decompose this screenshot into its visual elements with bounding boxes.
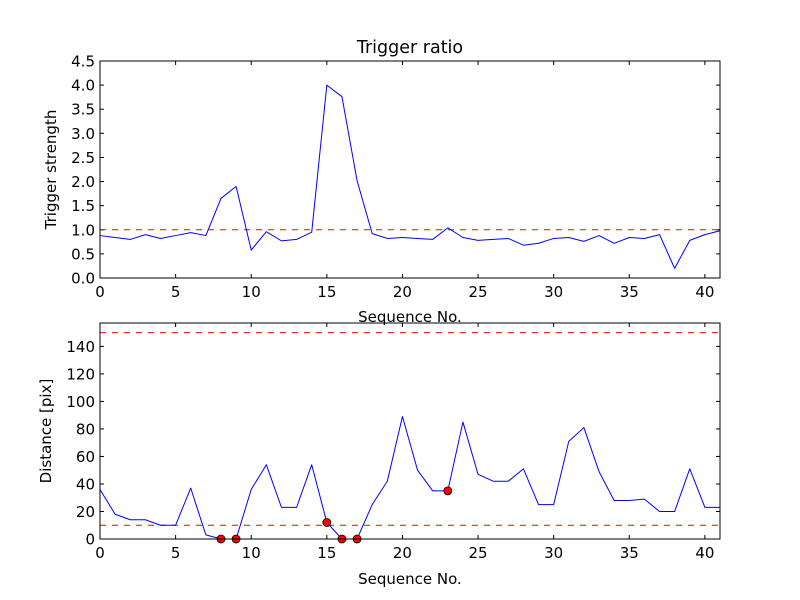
axes-frame <box>99 322 721 540</box>
y-tick-label: 60 <box>76 448 95 466</box>
y-tick-label: 1.5 <box>71 197 95 215</box>
chart-title: Trigger ratio <box>356 38 463 58</box>
x-tick-label: 0 <box>95 283 105 301</box>
x-axis-label: Sequence No. <box>358 570 462 588</box>
series-line <box>99 84 721 269</box>
y-tick-label: 100 <box>66 393 95 411</box>
y-tick-label: 80 <box>76 420 95 438</box>
x-tick-label: 20 <box>393 544 412 562</box>
x-tick-label: 35 <box>620 283 639 301</box>
y-tick-label: 4.5 <box>71 53 95 71</box>
y-tick-label: 20 <box>76 503 95 521</box>
x-tick-label: 40 <box>695 544 714 562</box>
x-tick-label: 10 <box>242 283 261 301</box>
x-tick-label: 40 <box>695 283 714 301</box>
y-tick-label: 120 <box>66 365 95 383</box>
x-tick-label: 0 <box>95 544 105 562</box>
y-tick-label: 3.5 <box>71 101 95 119</box>
y-tick-label: 40 <box>76 475 95 493</box>
y-tick-label: 2.5 <box>71 149 95 167</box>
x-tick-label: 30 <box>544 544 563 562</box>
axes-frame <box>99 60 721 279</box>
y-tick-label: 3.0 <box>71 125 95 143</box>
y-tick-label: 0.5 <box>71 245 95 263</box>
x-tick-label: 15 <box>317 283 336 301</box>
x-tick-label: 25 <box>469 283 488 301</box>
y-tick-label: 140 <box>66 338 95 356</box>
x-tick-label: 15 <box>317 544 336 562</box>
series-line <box>99 416 720 540</box>
highlight-marker <box>443 486 453 496</box>
x-tick-label: 20 <box>393 283 412 301</box>
y-tick-label: 1.0 <box>71 221 95 239</box>
y-tick-label: 0.0 <box>71 270 95 288</box>
y-axis-label: Distance [pix] <box>37 379 55 484</box>
distance-axes: 0 5 10 15 20 25 30 35 40 0 20 40 60 80 100 120 140 Seque… <box>37 322 721 588</box>
x-tick-label: 30 <box>544 283 563 301</box>
x-axis-label: Sequence No. <box>358 308 462 326</box>
y-tick-label: 4.0 <box>71 77 95 95</box>
y-axis-label: Trigger strength <box>42 110 60 231</box>
y-tick-label: 0 <box>85 531 95 549</box>
x-tick-label: 10 <box>242 544 261 562</box>
x-tick-label: 35 <box>620 544 639 562</box>
x-tick-label: 25 <box>469 544 488 562</box>
highlight-marker <box>322 518 332 527</box>
plot-layer: 0 5 10 15 20 25 30 35 40 0.0 0.5 1.0 1.5 2.0 2.5 3.0 3.5… <box>71 53 721 301</box>
y-tick-label: 2.0 <box>71 173 95 191</box>
trigger-ratio-axes: Trigger ratio 0 5 10 15 20 25 30 35 40 0.0 0.5 1.0 1… <box>42 38 721 326</box>
x-tick-label: 5 <box>171 544 181 562</box>
x-tick-label: 5 <box>171 283 181 301</box>
